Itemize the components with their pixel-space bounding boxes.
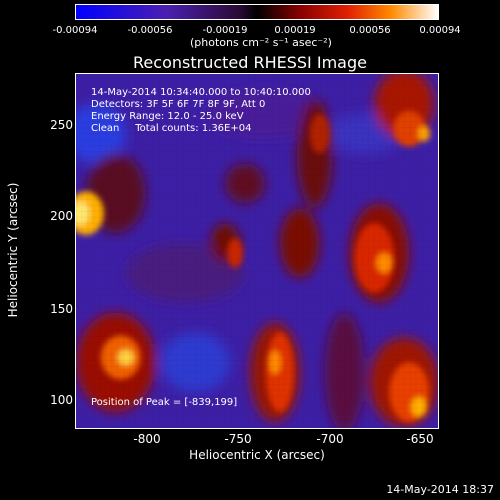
rhessi-image (76, 74, 438, 428)
colorbar (75, 4, 439, 20)
y-axis-label: Heliocentric Y (arcsec) (6, 182, 20, 318)
detectors-label: Detectors: 3F 5F 6F 7F 8F 9F, Att 0 (91, 99, 266, 110)
y-tick-250: 250 (50, 118, 73, 132)
time-range-label: 14-May-2014 10:34:40.000 to 10:40:10.000 (91, 87, 311, 98)
peak-position-label: Position of Peak = [-839,199] (91, 397, 238, 408)
clean-total-counts-label: Clean Total counts: 1.36E+04 (91, 123, 252, 134)
x-tick-minus650: -650 (406, 432, 434, 446)
energy-range-label: Energy Range: 12.0 - 25.0 keV (91, 111, 244, 122)
image-title: Reconstructed RHESSI Image (133, 53, 367, 72)
colorbar-tick-5: 0.00056 (349, 25, 391, 36)
x-axis-label: Heliocentric X (arcsec) (189, 448, 325, 462)
colorbar-tick-4: 0.00019 (274, 25, 316, 36)
colorbar-tick-1: -0.00094 (52, 25, 98, 36)
colorbar-units: (photons cm⁻² s⁻¹ asec⁻²) (190, 36, 332, 49)
x-tick-minus700: -700 (316, 432, 344, 446)
plot-timestamp: 14-May-2014 18:37 (386, 483, 494, 496)
colorbar-tick-6: 0.00094 (419, 25, 461, 36)
x-tick-minus750: -750 (224, 432, 252, 446)
y-tick-100: 100 (50, 393, 73, 407)
plot-area: 14-May-2014 10:34:40.000 to 10:40:10.000… (75, 73, 439, 429)
colorbar-tick-3: -0.00019 (202, 25, 248, 36)
y-tick-150: 150 (50, 302, 73, 316)
colorbar-tick-2: -0.00056 (127, 25, 173, 36)
y-tick-200: 200 (50, 209, 73, 223)
x-tick-minus800: -800 (133, 432, 161, 446)
